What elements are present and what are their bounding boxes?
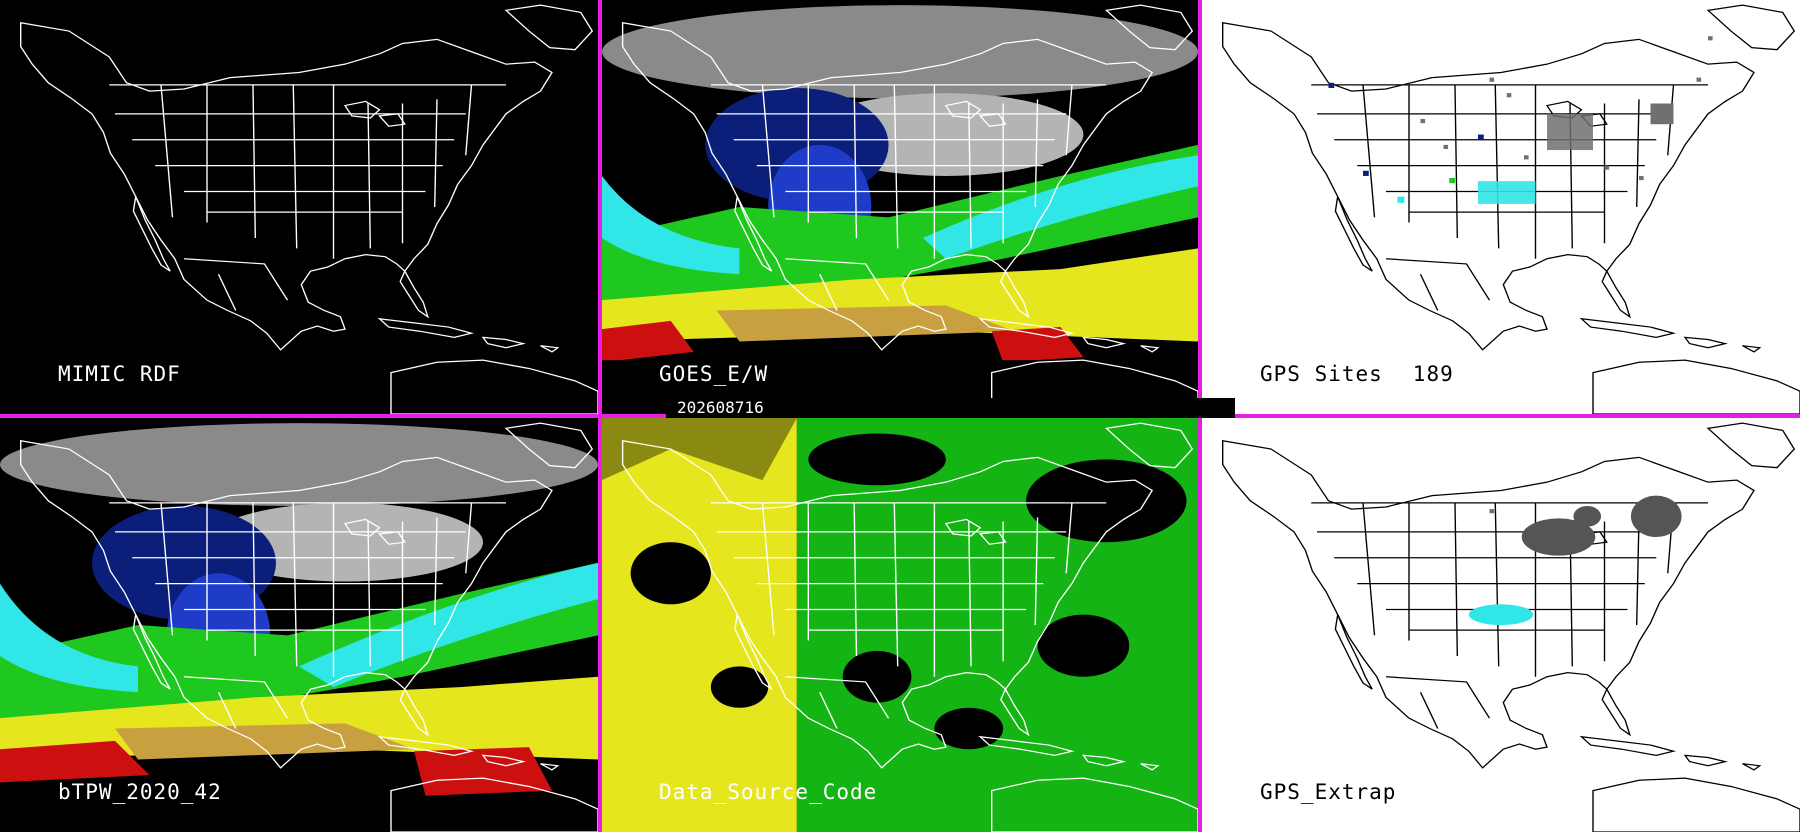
panel-btpw: bTPW_2020_42 — [0, 418, 598, 832]
vertical-divider-left — [598, 0, 602, 832]
panel-label: bTPW_2020_42 — [58, 780, 222, 804]
panel-label: GPS_Extrap — [1260, 780, 1397, 804]
tpw-field — [0, 423, 598, 796]
tpw-field — [602, 5, 1198, 414]
gps-site-markers — [1328, 36, 1713, 204]
panel-gps-extrap: GPS_Extrap — [1202, 418, 1800, 832]
panel-label: GOES_E/W — [659, 362, 769, 386]
mimic-map — [20, 4, 598, 414]
panel-label: Data_Source_Code — [659, 780, 878, 804]
timestamp-bar: 202608716 — [666, 398, 1235, 418]
panel-mimic-rdf: MIMIC RDF — [0, 0, 598, 414]
source-field — [602, 418, 1198, 832]
panel-label: GPS Sites 189 — [1260, 362, 1454, 386]
extrap-field — [1468, 495, 1682, 625]
gps-sites-map — [1222, 4, 1800, 414]
panel-gps-sites: GPS Sites 189 — [1202, 0, 1800, 414]
panel-data-source: Data_Source_Code — [602, 418, 1198, 832]
panel-goes-ew: GOES_E/W — [602, 0, 1198, 414]
data-source-map — [602, 418, 1198, 832]
gps-extrap-map — [1222, 422, 1800, 832]
btpw-map — [0, 422, 598, 832]
panel-label: MIMIC RDF — [58, 362, 181, 386]
gps-site-count: 189 — [1412, 362, 1454, 386]
goes-tpw-map — [602, 4, 1198, 414]
